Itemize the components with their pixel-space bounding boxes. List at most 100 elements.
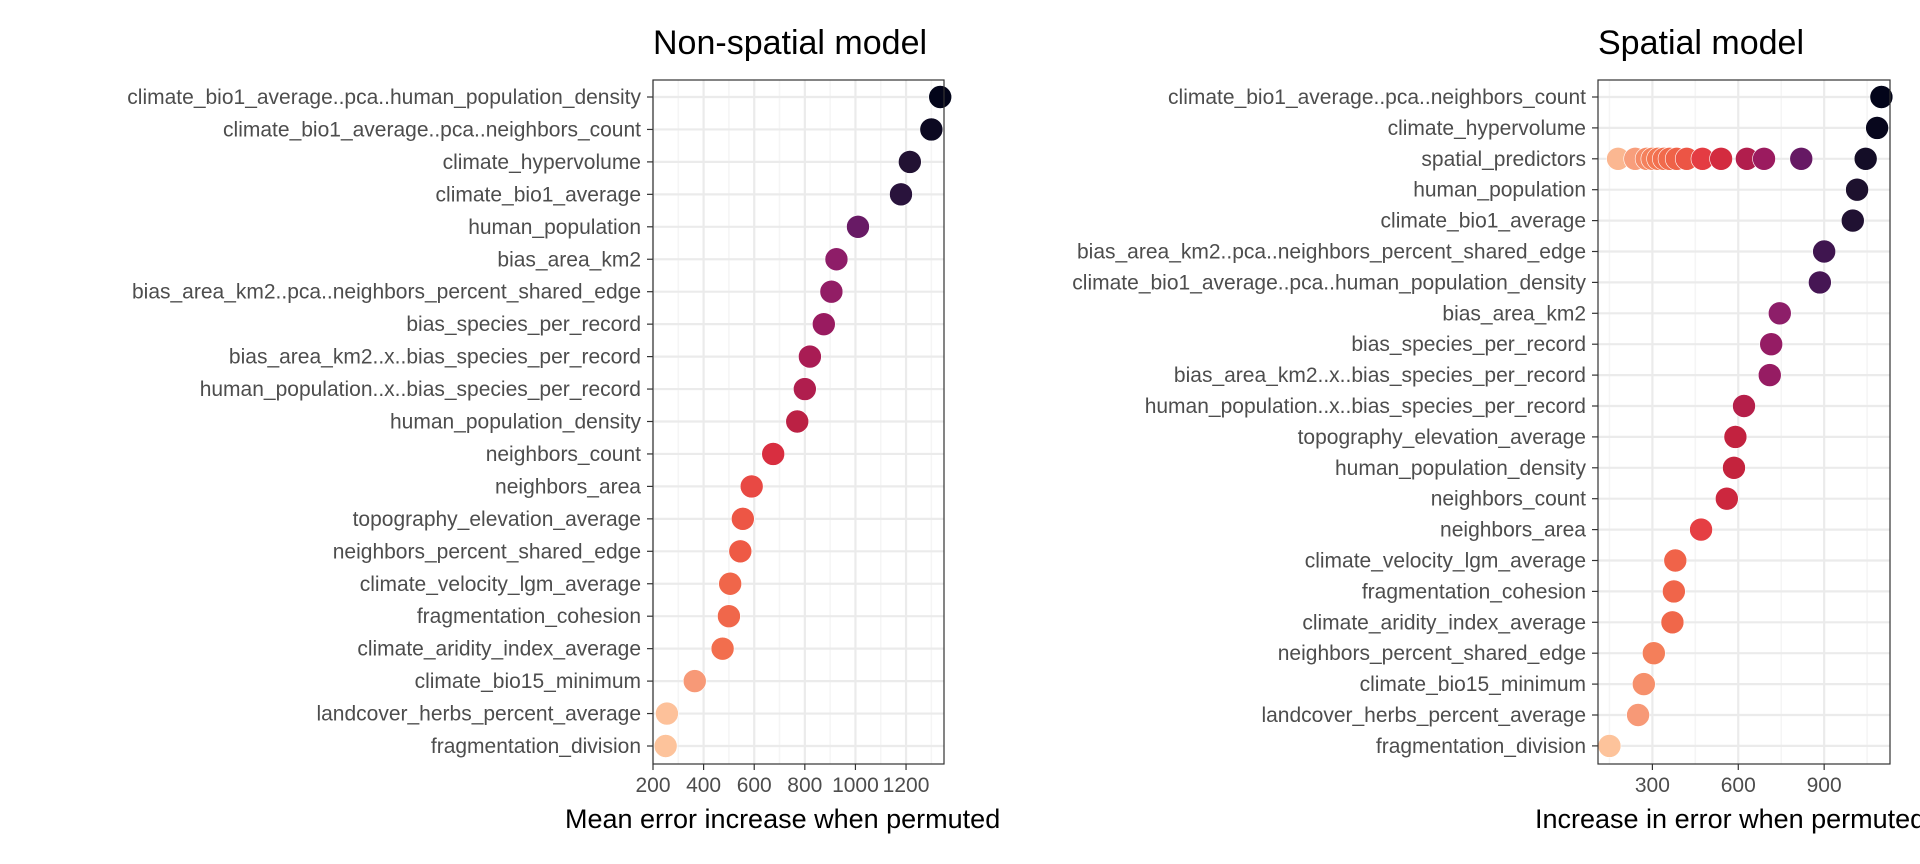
y-category-label: climate_bio1_average..pca..neighbors_cou…	[223, 118, 641, 141]
data-point	[1632, 672, 1656, 696]
grid	[1598, 80, 1890, 764]
y-category-label: fragmentation_division	[1376, 735, 1586, 758]
y-category-label: neighbors_percent_shared_edge	[1278, 642, 1586, 665]
y-axis-labels: climate_bio1_average..pca..neighbors_cou…	[1072, 86, 1598, 758]
y-category-label: human_population	[1413, 179, 1586, 202]
data-point	[1723, 425, 1748, 449]
y-category-label: neighbors_percent_shared_edge	[333, 540, 641, 563]
data-point	[1845, 177, 1869, 202]
y-category-label: neighbors_area	[495, 475, 641, 498]
data-point	[1660, 610, 1685, 635]
data-point	[785, 409, 810, 434]
data-point	[1626, 703, 1650, 727]
y-category-label: climate_bio15_minimum	[1360, 673, 1586, 696]
data-point	[819, 279, 844, 304]
y-category-label: fragmentation_division	[431, 735, 641, 758]
y-category-label: bias_area_km2..pca..neighbors_percent_sh…	[1077, 241, 1586, 264]
y-category-label: climate_hypervolume	[1388, 117, 1586, 140]
data-point	[846, 215, 870, 239]
data-point	[728, 539, 753, 564]
y-category-label: bias_area_km2	[1442, 302, 1586, 325]
y-category-label: human_population	[468, 216, 641, 239]
x-axis-title: Increase in error when permuted	[1535, 804, 1920, 834]
data-point	[898, 150, 922, 174]
x-tick-label: 800	[787, 774, 822, 797]
chart-title: Non-spatial model	[653, 24, 927, 62]
data-point	[919, 117, 944, 142]
x-tick-label: 1000	[832, 774, 879, 797]
data-point	[731, 507, 755, 531]
y-category-label: human_population..x..bias_species_per_re…	[1145, 395, 1586, 418]
x-tick-label: 300	[1635, 774, 1670, 797]
x-tick-label: 600	[737, 774, 772, 797]
data-point	[653, 734, 678, 758]
data-point	[1663, 548, 1688, 573]
y-category-label: climate_bio1_average..pca..human_populat…	[127, 86, 641, 109]
x-tick-label: 400	[686, 774, 721, 797]
x-tick-label: 600	[1721, 774, 1756, 797]
x-tick-label: 200	[635, 774, 670, 797]
x-tick-label: 1200	[883, 774, 930, 797]
y-category-label: bias_area_km2..pca..neighbors_percent_sh…	[132, 281, 641, 304]
y-category-label: bias_species_per_record	[406, 313, 641, 336]
data-point	[928, 85, 953, 109]
y-category-label: climate_bio1_average..pca..human_populat…	[1072, 271, 1586, 294]
data-point	[1767, 301, 1792, 326]
y-category-label: neighbors_area	[1440, 519, 1586, 542]
y-category-label: neighbors_count	[486, 443, 641, 466]
data-point	[1759, 332, 1783, 357]
y-category-label: topography_elevation_average	[1298, 426, 1586, 449]
x-axis-title: Mean error increase when permuted	[565, 804, 1000, 834]
y-category-label: topography_elevation_average	[353, 508, 641, 531]
data-point	[1757, 363, 1782, 387]
y-category-label: climate_velocity_lgm_average	[360, 573, 641, 596]
data-point	[1752, 147, 1776, 171]
data-point	[655, 701, 679, 726]
data-point	[1732, 394, 1756, 418]
points	[653, 85, 953, 758]
data-point	[1789, 147, 1814, 171]
y-category-label: neighbors_count	[1431, 488, 1586, 511]
y-category-label: climate_velocity_lgm_average	[1305, 550, 1586, 573]
data-point	[1853, 147, 1878, 171]
data-point	[1869, 85, 1894, 109]
data-point	[1642, 641, 1666, 666]
data-point	[1865, 116, 1889, 140]
y-category-label: climate_aridity_index_average	[357, 638, 641, 661]
y-category-label: bias_area_km2	[497, 248, 641, 271]
y-category-label: landcover_herbs_percent_average	[316, 703, 641, 726]
data-point	[710, 636, 735, 661]
data-point	[717, 604, 741, 629]
y-category-label: spatial_predictors	[1421, 148, 1586, 171]
data-point	[1812, 239, 1836, 264]
data-point	[1597, 734, 1622, 758]
y-category-label: climate_bio1_average..pca..neighbors_cou…	[1168, 86, 1586, 109]
y-category-label: human_population_density	[1335, 457, 1587, 480]
y-axis-labels: climate_bio1_average..pca..human_populat…	[127, 86, 653, 758]
panel-border	[1597, 79, 1891, 765]
spatial-model-chart: Spatial model climate_bio1_average..pca.…	[1072, 24, 1920, 834]
y-category-label: climate_bio1_average	[1381, 210, 1586, 233]
points	[1597, 85, 1894, 758]
data-point	[1662, 579, 1686, 604]
data-point	[739, 474, 764, 499]
y-category-label: climate_hypervolume	[443, 151, 641, 174]
data-point	[1808, 270, 1832, 295]
non-spatial-model-chart: Non-spatial model climate_bio1_average..…	[127, 24, 1000, 834]
y-category-label: bias_species_per_record	[1351, 333, 1586, 356]
data-point	[889, 182, 913, 207]
data-point	[682, 669, 707, 693]
y-category-label: landcover_herbs_percent_average	[1261, 704, 1586, 727]
y-category-label: fragmentation_cohesion	[417, 605, 641, 628]
x-axis-ticks: 200 400 600 800 1000 1200	[635, 764, 929, 797]
y-category-label: human_population..x..bias_species_per_re…	[200, 378, 641, 401]
chart-title: Spatial model	[1598, 24, 1804, 62]
y-category-label: climate_bio15_minimum	[415, 670, 641, 693]
y-category-label: human_population_density	[390, 411, 642, 434]
data-point	[793, 377, 817, 401]
data-point	[1715, 486, 1739, 511]
x-axis-ticks: 300 600 900	[1635, 764, 1842, 797]
y-category-label: climate_aridity_index_average	[1302, 611, 1586, 634]
data-point	[1709, 147, 1733, 171]
